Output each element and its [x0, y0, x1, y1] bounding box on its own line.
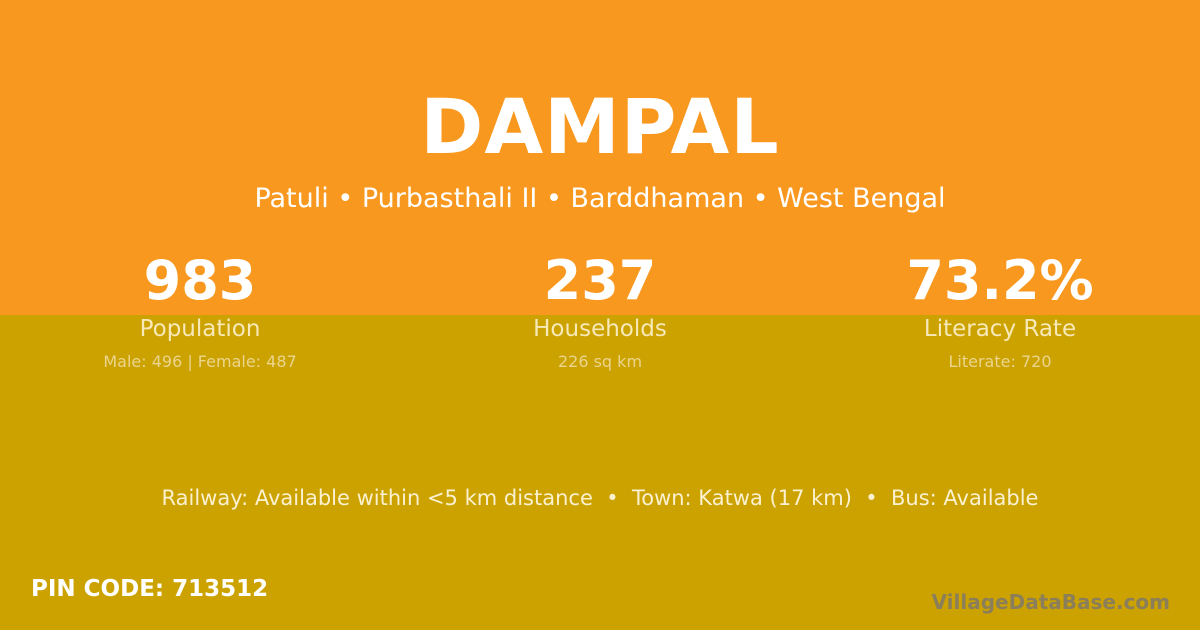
brand-watermark: VillageDataBase.com [931, 590, 1170, 614]
header-band [0, 0, 1200, 315]
stat-label: Households [533, 316, 667, 342]
connectivity-info: Railway: Available within <5 km distance… [161, 486, 1039, 510]
stat-detail: 226 sq km [557, 352, 643, 371]
stat-value: 237 [543, 249, 657, 312]
stat-label: Literacy Rate [923, 316, 1077, 342]
village-title: DAMPAL [420, 82, 780, 171]
stat-population: 983 Population Male: 496 | Female: 487 [0, 248, 400, 371]
stat-detail: Male: 496 | Female: 487 [103, 352, 297, 371]
pin-code: PIN CODE: 713512 [31, 576, 269, 602]
stat-households: 237 Households 226 sq km [400, 248, 800, 371]
stat-detail: Literate: 720 [948, 352, 1052, 371]
stat-label: Population [139, 316, 261, 342]
location-breadcrumb: Patuli • Purbasthali II • Barddhaman • W… [254, 183, 946, 214]
stat-value: 983 [143, 249, 257, 312]
stat-value: 73.2% [906, 249, 1094, 312]
stat-literacy: 73.2% Literacy Rate Literate: 720 [800, 248, 1200, 371]
